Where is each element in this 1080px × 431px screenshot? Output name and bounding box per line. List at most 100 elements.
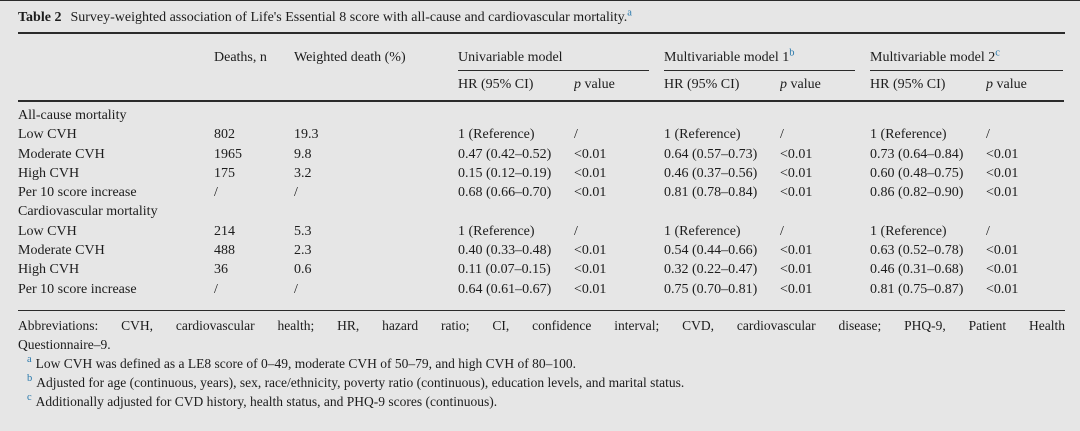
group-header-multivariable-2-label: Multivariable model 2 — [870, 50, 996, 65]
cell-hr-univariable: 0.15 (0.12–0.19) — [458, 165, 552, 181]
cell-deaths: / — [214, 281, 218, 297]
table-row: High CVH 36 0.6 0.11 (0.07–0.15) <0.01 0… — [18, 260, 1064, 279]
cell-weighted-death: 19.3 — [294, 127, 319, 143]
cell-hr-multivariable-2: 1 (Reference) — [870, 127, 947, 143]
cell-hr-multivariable-1: 1 (Reference) — [664, 223, 741, 239]
cell-hr-univariable: 0.64 (0.61–0.67) — [458, 281, 552, 297]
cell-weighted-death: 3.2 — [294, 165, 312, 181]
cell-p-multivariable-2: / — [986, 127, 990, 143]
cell-p-multivariable-2: <0.01 — [986, 262, 1019, 278]
footnotes: Abbreviations: CVH, cardiovascular healt… — [18, 309, 1065, 411]
footnote-ref-a: a — [627, 7, 632, 19]
cell-deaths: 488 — [214, 243, 235, 259]
group-header-multivariable-2: Multivariable model 2c — [870, 34, 1064, 71]
row-label: High CVH — [18, 165, 80, 181]
table-caption-text: Survey-weighted association of Life's Es… — [70, 10, 628, 25]
cell-deaths: / — [214, 185, 218, 201]
results-table: Deaths, n Weighted death (%) Univariable… — [18, 34, 1065, 299]
footnote-ref-c: c — [995, 47, 1000, 59]
caption-rule — [18, 32, 1065, 34]
cell-deaths: 175 — [214, 165, 235, 181]
header-row-groups: Deaths, n Weighted death (%) Univariable… — [18, 34, 1064, 71]
abbreviations-line-1: Abbreviations: CVH, cardiovascular healt… — [18, 317, 1065, 333]
cell-deaths: 214 — [214, 223, 235, 239]
col-header-weighted-death: Weighted death (%) — [294, 50, 406, 65]
abbreviations-line-2: Questionnaire–9. — [18, 336, 111, 352]
table-row: Moderate CVH 488 2.3 0.40 (0.33–0.48) <0… — [18, 241, 1064, 260]
cell-p-multivariable-2: <0.01 — [986, 165, 1019, 181]
footnote-b-text: Adjusted for age (continuous, years), se… — [36, 374, 685, 390]
footnote-b: b Adjusted for age (continuous, years), s… — [18, 373, 1065, 392]
group-header-multivariable-1: Multivariable model 1b — [664, 34, 870, 71]
group-header-multivariable-1-label: Multivariable model 1 — [664, 50, 790, 65]
table-row: Per 10 score increase / / 0.64 (0.61–0.6… — [18, 280, 1064, 299]
cell-hr-multivariable-2: 0.60 (0.48–0.75) — [870, 165, 964, 181]
cell-deaths: 802 — [214, 127, 235, 143]
cell-p-univariable: / — [574, 127, 578, 143]
cell-deaths: 36 — [214, 262, 228, 278]
cell-hr-univariable: 0.47 (0.42–0.52) — [458, 146, 552, 162]
col-header-p-multivariable-2: p value — [986, 71, 1065, 102]
section-label: Cardiovascular mortality — [18, 204, 158, 220]
cell-p-multivariable-2: / — [986, 223, 990, 239]
row-label: Per 10 score increase — [18, 281, 137, 297]
row-label: Moderate CVH — [18, 146, 105, 162]
cell-hr-multivariable-1: 0.46 (0.37–0.56) — [664, 165, 758, 181]
cell-hr-multivariable-2: 0.46 (0.31–0.68) — [870, 262, 964, 278]
col-header-p-multivariable-1: p value — [780, 71, 871, 102]
footnote-b-marker: b — [27, 373, 33, 385]
cell-p-multivariable-1: / — [780, 223, 784, 239]
cell-hr-multivariable-2: 0.63 (0.52–0.78) — [870, 243, 964, 259]
group-header-univariable-label: Univariable model — [458, 50, 563, 65]
table-caption-label: Table 2 — [18, 10, 62, 25]
cell-deaths: 1965 — [214, 146, 242, 162]
cell-p-univariable: <0.01 — [574, 146, 607, 162]
cell-hr-multivariable-2: 1 (Reference) — [870, 223, 947, 239]
table-row: Low CVH 802 19.3 1 (Reference) / 1 (Refe… — [18, 125, 1064, 144]
col-header-hr-multivariable-2: HR (95% CI) — [870, 71, 987, 102]
cell-p-univariable: <0.01 — [574, 281, 607, 297]
row-label: Low CVH — [18, 127, 77, 143]
section-row-all-cause: All-cause mortality — [18, 101, 1064, 125]
cell-weighted-death: / — [294, 281, 298, 297]
footnote-c-marker: c — [27, 392, 32, 404]
row-label: High CVH — [18, 262, 80, 278]
row-label: Moderate CVH — [18, 243, 105, 259]
cell-p-multivariable-1: <0.01 — [780, 262, 813, 278]
cell-hr-multivariable-1: 0.64 (0.57–0.73) — [664, 146, 758, 162]
cell-hr-multivariable-1: 0.81 (0.78–0.84) — [664, 185, 758, 201]
cell-p-multivariable-1: <0.01 — [780, 165, 813, 181]
cell-p-univariable: <0.01 — [574, 165, 607, 181]
cell-p-multivariable-1: <0.01 — [780, 185, 813, 201]
cell-hr-univariable: 0.68 (0.66–0.70) — [458, 185, 552, 201]
table-row: Per 10 score increase / / 0.68 (0.66–0.7… — [18, 183, 1064, 202]
footnote-ref-b: b — [789, 47, 795, 59]
table-row: High CVH 175 3.2 0.15 (0.12–0.19) <0.01 … — [18, 164, 1064, 183]
cell-hr-multivariable-1: 1 (Reference) — [664, 127, 741, 143]
col-header-hr-multivariable-1: HR (95% CI) — [664, 71, 781, 102]
cell-hr-multivariable-2: 0.81 (0.75–0.87) — [870, 281, 964, 297]
cell-weighted-death: / — [294, 185, 298, 201]
cell-p-univariable: <0.01 — [574, 262, 607, 278]
group-header-univariable: Univariable model — [458, 34, 664, 71]
col-header-deaths: Deaths, n — [214, 50, 267, 65]
cell-hr-multivariable-1: 0.75 (0.70–0.81) — [664, 281, 758, 297]
cell-p-multivariable-1: / — [780, 127, 784, 143]
cell-p-multivariable-2: <0.01 — [986, 185, 1019, 201]
section-row-cardiovascular: Cardiovascular mortality — [18, 202, 1064, 221]
cell-p-univariable: / — [574, 223, 578, 239]
cell-hr-multivariable-1: 0.32 (0.22–0.47) — [664, 262, 758, 278]
cell-weighted-death: 0.6 — [294, 262, 312, 278]
section-label: All-cause mortality — [18, 108, 127, 123]
header-spacer — [18, 34, 214, 71]
cell-p-multivariable-2: <0.01 — [986, 146, 1019, 162]
footnote-a: a Low CVH was defined as a LE8 score of 0… — [18, 354, 1065, 373]
cell-hr-univariable: 1 (Reference) — [458, 127, 535, 143]
cell-weighted-death: 5.3 — [294, 223, 312, 239]
cell-p-multivariable-2: <0.01 — [986, 281, 1019, 297]
cell-p-univariable: <0.01 — [574, 243, 607, 259]
header-row-measures: HR (95% CI) p value HR (95% CI) p value … — [18, 71, 1065, 102]
cell-hr-univariable: 1 (Reference) — [458, 223, 535, 239]
footnote-a-text: Low CVH was defined as a LE8 score of 0–… — [35, 355, 576, 371]
